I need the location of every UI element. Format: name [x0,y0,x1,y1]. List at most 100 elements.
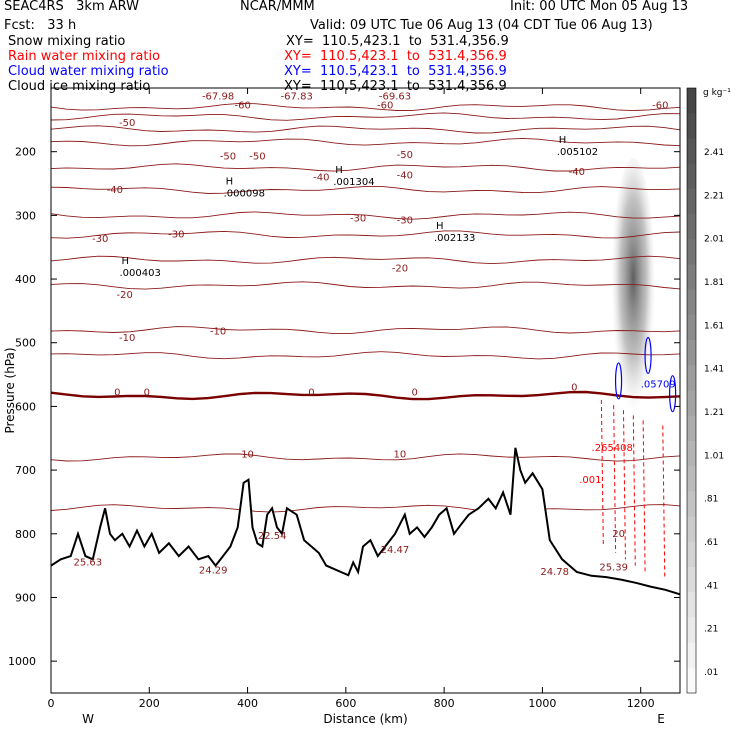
colorbar-label: 1.61 [704,321,724,331]
field-xy: XY= 110.5,423.1 to 531.4,356.9 [286,34,509,49]
temperature-contour [50,211,681,220]
colorbar-segment [687,491,696,518]
colorbar-label: 1.01 [704,451,724,461]
colorbar-segment [687,415,696,442]
colorbar-segment [687,264,696,291]
temperature-contour [50,112,681,121]
snow-shading [611,158,656,426]
colorbar-unit: g kg⁻¹ [703,88,731,98]
x-tick-label: 400 [237,697,258,710]
y-tick-label: 1000 [8,655,36,668]
temperature-contour [50,102,681,112]
temperature-label: -40 [313,172,329,183]
rain-contour [662,425,666,579]
colorbar-frame [686,87,697,694]
west-label: W [82,712,94,726]
temperature-label: 10 [394,449,407,460]
cloud-water-contour [669,375,677,413]
field-name: Snow mixing ratio [8,34,126,49]
x-tick-label: 1200 [627,697,655,710]
temperature-label: 0 [308,388,314,399]
temperature-contour [50,351,681,360]
y-tick-label: 500 [15,337,36,350]
field-xy: XY= 110.5,423.1 to 531.4,356.9 [284,49,507,64]
temperature-contours [50,102,681,513]
temperature-contour [50,504,681,513]
temperature-label: 20 [612,529,625,540]
temperature-label: -50 [397,150,413,161]
colorbar-segment [687,340,696,366]
temperature-label: -10 [210,326,226,337]
cloud-water-contour [614,362,623,400]
colorbar-segment [687,642,696,669]
colorbar-label: 1.41 [704,365,724,375]
valid-time: Valid: 09 UTC Tue 06 Aug 13 (04 CDT Tue … [310,18,653,33]
forecast-hour: Fcst: 33 h [4,18,77,33]
terrain-mask [51,447,680,693]
rain-label: .001 [579,475,601,486]
axes: 0 200 400 600 800 1000 12002003004005006007008… [3,87,681,726]
colorbar-label: 1.81 [704,278,724,288]
temperature-label: -50 [249,151,265,162]
colorbar: g kg⁻¹ 2.41 2.21 2.01 1.81 1.61 1.41 1.21 1.01 .8… [686,87,731,694]
field-xy: XY= 110.5,423.1 to 531.4,356.9 [284,64,507,79]
colorbar-segment [687,314,696,341]
field-name: Cloud water mixing ratio [8,64,169,79]
rain-contour [600,400,604,547]
maximum-label: .000403 [119,268,160,279]
temperature-label: 10 [241,449,254,460]
colorbar-label: 2.01 [704,235,724,245]
colorbar-label: .21 [704,625,718,635]
rain-contour [622,410,626,560]
surface-temp-label: 22.54 [258,531,287,542]
y-tick-label: 600 [15,400,36,413]
snow-mixing-shade [611,158,656,426]
temperature-contour [50,281,681,290]
y-tick-label: 900 [15,591,36,604]
colorbar-segment [687,617,696,644]
temperature-contour [50,185,681,194]
colorbar-segment [687,440,696,467]
maximum-label: .002133 [434,233,475,244]
colorbar-segment [687,516,696,543]
colorbar-label: .01 [704,668,718,678]
colorbar-segment [687,214,696,240]
colorbar-segment [687,466,696,492]
temperature-label: -30 [397,216,413,227]
temperature-contour [50,326,681,335]
y-tick-label: 400 [15,273,36,286]
colorbar-segment [687,667,696,694]
surface-temp-label: 24.78 [540,567,569,578]
temperature-label: -10 [119,333,135,344]
maximum-marker: H [335,165,343,176]
maximum-marker: H [226,176,234,187]
rain-contour [632,415,636,566]
colorbar-segment [687,113,696,139]
maximum-label: .005102 [557,147,598,158]
temperature-label: -30 [92,234,108,245]
colorbar-segment [687,541,696,568]
temperature-label: -30 [168,230,184,241]
temperature-label: -40 [107,185,123,196]
temperature-contour [50,453,681,462]
colorbar-label: .81 [704,495,718,505]
y-tick-label: 200 [15,146,36,159]
temperature-label: -60 [377,100,393,111]
maximum-marker: H [559,135,567,146]
temperature-label: -40 [397,170,413,181]
colorbar-label: 2.21 [704,191,724,201]
colorbar-segment [687,390,696,417]
contour-labels: -67.98 -67.83 -69.63-60 -60 -60-50-50 -50 -50-… [74,91,677,579]
colorbar-segment [687,592,696,618]
terrain [50,447,681,693]
colorbar-label: 2.41 [704,148,724,158]
maximum-label: .001304 [333,177,374,188]
temperature-label: 0 [114,388,120,399]
temperature-contour [50,255,681,265]
maximum-marker: H [436,221,444,232]
project-title: SEAC4RS 3km ARW [4,0,140,14]
field-xy: XY= 110.5,423.1 to 531.4,356.9 [284,79,507,94]
plot-frame [50,87,681,694]
temperature-contour [50,137,681,147]
